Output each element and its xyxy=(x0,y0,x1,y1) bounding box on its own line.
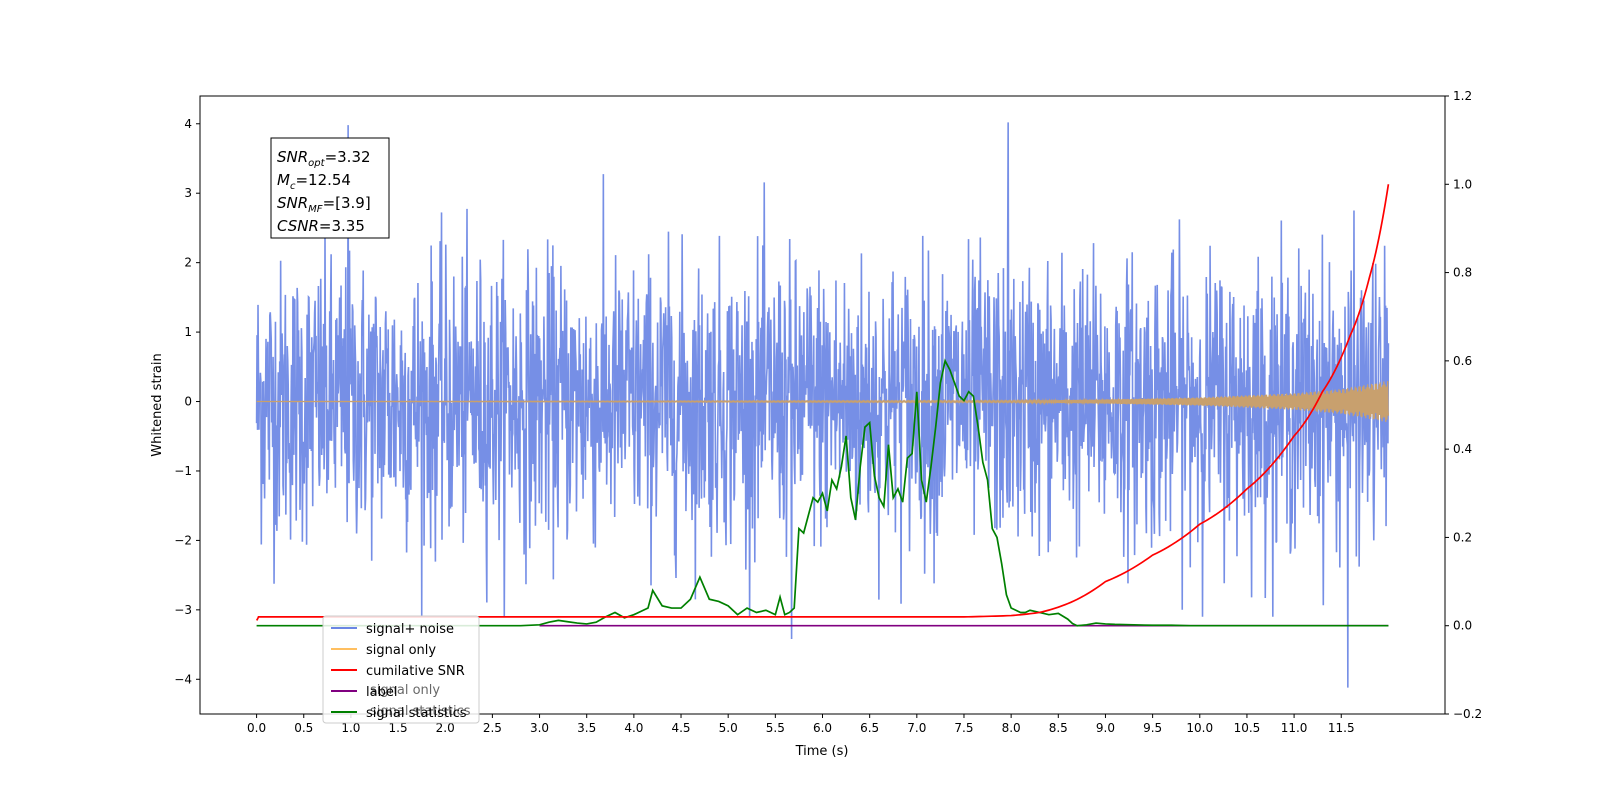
y-tick-label: 1 xyxy=(184,325,192,339)
annotation-line: CSNR=3.35 xyxy=(277,217,365,235)
y-tick-label: 2 xyxy=(184,256,192,270)
right-axis-series xyxy=(255,184,1390,627)
y-tick-label: 3 xyxy=(184,186,192,200)
x-tick-label: 4.0 xyxy=(624,721,643,735)
y2-tick-label: 1.0 xyxy=(1453,177,1472,191)
legend: signal only signal statistics signal+ nois… xyxy=(322,615,480,724)
x-tick-label: 6.0 xyxy=(813,721,832,735)
x-tick-label: 1.0 xyxy=(341,721,360,735)
y-tick-label: −3 xyxy=(174,603,192,617)
cumulative-snr-line xyxy=(255,184,1390,621)
y-tick-label: 0 xyxy=(184,395,192,409)
x-tick-label: 3.0 xyxy=(530,721,549,735)
legend-entry: label xyxy=(366,685,397,700)
x-tick-label: 9.5 xyxy=(1143,721,1162,735)
x-tick-label: 10.0 xyxy=(1186,721,1213,735)
x-tick-label: 8.0 xyxy=(1002,721,1021,735)
x-tick-label: 2.5 xyxy=(483,721,502,735)
y2-tick-label: 1.2 xyxy=(1453,89,1472,103)
x-tick-label: 11.5 xyxy=(1328,721,1355,735)
x-tick-label: 7.5 xyxy=(954,721,973,735)
y-tick-label: 4 xyxy=(184,117,192,131)
annotation-box xyxy=(270,137,390,239)
series-signal-noise xyxy=(255,122,1390,688)
x-tick-label: 7.0 xyxy=(907,721,926,735)
x-tick-label: 5.0 xyxy=(719,721,738,735)
y2-tick-label: 0.0 xyxy=(1453,619,1472,633)
y2-tick-label: −0.2 xyxy=(1453,707,1482,721)
y2-tick-label: 0.4 xyxy=(1453,442,1472,456)
legend-entry: signal statistics xyxy=(366,706,467,721)
annotation-line: SNRMF=[3.9] xyxy=(277,194,371,215)
y2-tick-label: 0.2 xyxy=(1453,530,1472,544)
x-tick-label: 0.5 xyxy=(294,721,313,735)
x-axis: 0.0 0.5 1.0 1.5 2.0 2.5 3.0 3.5 4.0 4.5 5.0 5.5 6.0 6… xyxy=(247,714,1355,735)
y-axis-label: Whitened strain xyxy=(150,353,165,456)
x-tick-label: 3.5 xyxy=(577,721,596,735)
legend-entry: signal+ noise xyxy=(366,622,454,637)
x-tick-label: 5.5 xyxy=(766,721,785,735)
annotation-line: Mc=12.54 xyxy=(277,171,351,192)
y2-tick-label: 0.8 xyxy=(1453,266,1472,280)
x-tick-label: 4.5 xyxy=(671,721,690,735)
x-tick-label: 0.0 xyxy=(247,721,266,735)
noise-trace xyxy=(255,122,1390,688)
y-tick-label: −1 xyxy=(174,464,192,478)
y-axis-left: −4 −3 −2 −1 0 1 2 3 4 xyxy=(174,117,200,686)
x-tick-label: 10.5 xyxy=(1234,721,1261,735)
signal-statistics-line xyxy=(256,358,1389,627)
x-tick-label: 2.0 xyxy=(436,721,455,735)
legend-entry: signal only xyxy=(366,643,436,658)
x-tick-label: 6.5 xyxy=(860,721,879,735)
x-tick-label: 8.5 xyxy=(1049,721,1068,735)
x-tick-label: 9.0 xyxy=(1096,721,1115,735)
x-tick-label: 11.0 xyxy=(1281,721,1308,735)
legend-entry: cumilative SNR xyxy=(366,664,465,679)
x-tick-label: 1.5 xyxy=(389,721,408,735)
legend-ghost-text: signal only xyxy=(370,683,440,698)
x-axis-label: Time (s) xyxy=(795,744,849,759)
annotation-line: SNRopt=3.32 xyxy=(277,148,371,169)
y-tick-label: −4 xyxy=(174,672,192,686)
y2-tick-label: 0.6 xyxy=(1453,354,1472,368)
legend-box xyxy=(322,615,480,724)
series-signal-only xyxy=(256,381,1390,422)
legend-ghost-text: signal statistics xyxy=(370,704,471,719)
y-axis-right: −0.2 0.0 0.2 0.4 0.6 0.8 1.0 1.2 xyxy=(1445,89,1482,721)
y-tick-label: −2 xyxy=(174,533,192,547)
chirp-trace xyxy=(256,381,1390,422)
plot-area xyxy=(255,122,1390,688)
